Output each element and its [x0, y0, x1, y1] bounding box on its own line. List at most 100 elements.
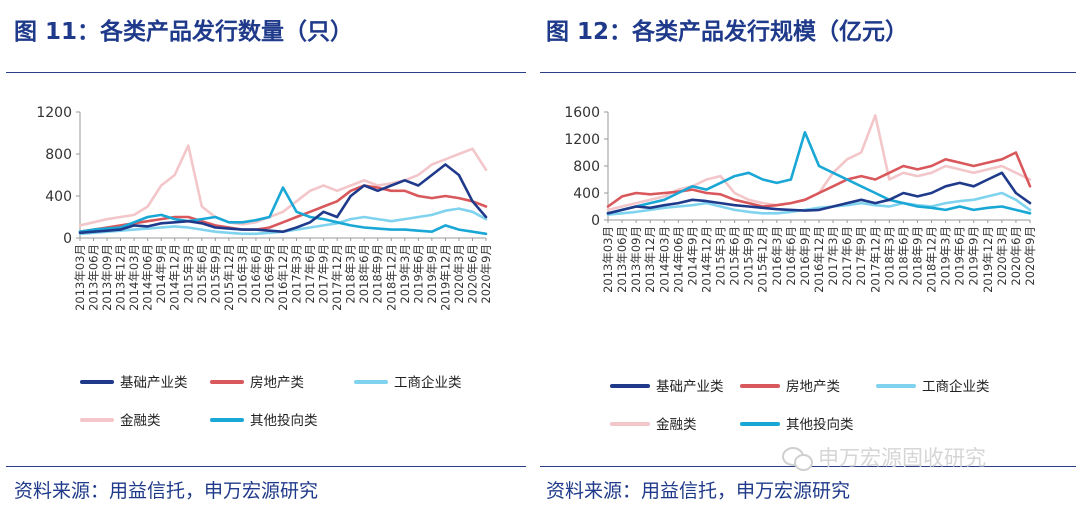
series-line [78, 163, 488, 235]
x-tick-label: 2018年6月 [357, 244, 371, 304]
x-tick-label: 2015年6月 [728, 226, 742, 286]
chart-title-left: 图 11：各类产品发行数量（只） [14, 19, 354, 45]
x-tick-label: 2020年3月 [452, 244, 466, 304]
x-tick-label: 2016年12月 [812, 226, 826, 293]
x-tick-label: 2015年3月 [181, 244, 195, 304]
x-tick-label: 2015年9月 [742, 226, 756, 286]
legend-item: 基础产业类 [80, 374, 188, 391]
y-tick-label: 1200 [36, 105, 72, 121]
x-tick-label: 2017年9月 [317, 244, 331, 304]
legend-label: 金融类 [120, 413, 161, 429]
series-line [78, 186, 488, 236]
legend-item: 其他投向类 [210, 413, 318, 429]
legend-item: 其他投向类 [740, 417, 854, 433]
watermark: 申万宏源固收研究 [782, 442, 986, 472]
x-tick-label: 2019年6月 [411, 244, 425, 304]
x-tick-label: 2014年12月 [699, 226, 713, 293]
legend-label: 其他投向类 [250, 413, 318, 429]
x-tick-label: 2015年3月 [714, 226, 728, 286]
legend-label: 基础产业类 [120, 374, 188, 391]
y-tick-label: 800 [573, 159, 600, 175]
x-tick-label: 2020年3月 [995, 226, 1009, 286]
x-tick-label: 2016年3月 [770, 226, 784, 286]
title-divider-left [6, 72, 526, 73]
series-line [606, 191, 1032, 216]
x-tick-label: 2013年09月 [100, 244, 114, 311]
legend-label: 工商企业类 [922, 378, 990, 395]
x-tick-label: 2018年12月 [384, 244, 398, 311]
x-tick-label: 2017年3月 [290, 244, 304, 304]
x-tick-label: 2016年9月 [262, 244, 276, 304]
legend-label: 基础产业类 [656, 378, 724, 395]
x-tick-label: 2016年6月 [784, 226, 798, 286]
y-tick-label: 0 [591, 213, 600, 229]
x-tick-label: 2014年03月 [657, 226, 671, 293]
x-tick-label: 2017年9月 [854, 226, 868, 286]
x-tick-label: 2017年12月 [330, 244, 344, 311]
x-tick-label: 2015年12月 [222, 244, 236, 311]
legend-label: 房地产类 [250, 375, 304, 391]
x-tick-label: 2014年9月 [154, 244, 168, 304]
x-tick-label: 2014年06月 [671, 226, 685, 293]
x-tick-label: 2014年03月 [127, 244, 141, 311]
x-tick-label: 2014年12月 [168, 244, 182, 311]
y-tick-label: 400 [45, 189, 72, 205]
x-tick-label: 2017年12月 [868, 226, 882, 293]
x-tick-label: 2018年12月 [925, 226, 939, 293]
series-line [78, 184, 488, 233]
x-tick-label: 2018年6月 [896, 226, 910, 286]
legend-item: 工商企业类 [876, 378, 990, 395]
legend-item: 基础产业类 [610, 378, 724, 395]
x-tick-label: 2019年9月 [967, 226, 981, 286]
x-tick-label: 2016年9月 [798, 226, 812, 286]
x-tick-label: 2019年6月 [953, 226, 967, 286]
y-tick-label: 800 [45, 147, 72, 163]
x-tick-label: 2014年9月 [685, 226, 699, 286]
x-tick-label: 2013年03月 [73, 244, 87, 311]
legend-label: 其他投向类 [786, 417, 854, 433]
x-tick-label: 2017年6月 [303, 244, 317, 304]
x-tick-label: 2020年6月 [1009, 226, 1023, 286]
y-tick-label: 1600 [564, 105, 600, 121]
x-tick-label: 2018年3月 [344, 244, 358, 304]
source-note-right: 资料来源：用益信托，申万宏源研究 [546, 480, 851, 502]
x-tick-label: 2018年9月 [371, 244, 385, 304]
series-line [78, 144, 488, 227]
x-tick-label: 2014年06月 [141, 244, 155, 311]
x-tick-label: 2015年9月 [208, 244, 222, 304]
legend-item: 房地产类 [740, 379, 840, 395]
y-tick-label: 0 [63, 231, 72, 247]
x-tick-label: 2013年12月 [643, 226, 657, 293]
x-tick-label: 2019年3月 [939, 226, 953, 286]
x-tick-label: 2015年12月 [756, 226, 770, 293]
x-tick-label: 2017年6月 [840, 226, 854, 286]
legend-item: 工商企业类 [354, 374, 462, 391]
wechat-icon [782, 445, 813, 471]
x-tick-label: 2016年3月 [235, 244, 249, 304]
series-line [606, 151, 1032, 208]
x-tick-label: 2019年12月 [438, 244, 452, 311]
legend-label: 房地产类 [786, 379, 840, 395]
x-tick-label: 2017年3月 [826, 226, 840, 286]
legend-item: 房地产类 [210, 375, 304, 391]
watermark-text: 申万宏源固收研究 [818, 446, 986, 470]
chart-title-right: 图 12：各类产品发行规模（亿元） [546, 19, 909, 45]
footer-divider-left [6, 466, 526, 467]
x-tick-label: 2020年9月 [479, 244, 493, 304]
y-tick-label: 400 [573, 186, 600, 202]
x-tick-label: 2016年6月 [249, 244, 263, 304]
x-tick-label: 2013年12月 [114, 244, 128, 311]
x-tick-label: 2019年9月 [425, 244, 439, 304]
x-tick-label: 2019年12月 [981, 226, 995, 293]
x-tick-label: 2013年09月 [629, 226, 643, 293]
x-tick-label: 2013年03月 [601, 226, 615, 293]
x-tick-label: 2018年9月 [910, 226, 924, 286]
legend-item: 金融类 [610, 417, 697, 433]
legend-item: 金融类 [80, 413, 161, 429]
y-tick-label: 1200 [564, 132, 600, 148]
chart-1: 0 400 800 1200 2013年03月 2013年06月 2013年09月 2013年… [36, 105, 493, 429]
x-tick-label: 2020年6月 [465, 244, 479, 304]
title-divider-right [540, 72, 1076, 73]
